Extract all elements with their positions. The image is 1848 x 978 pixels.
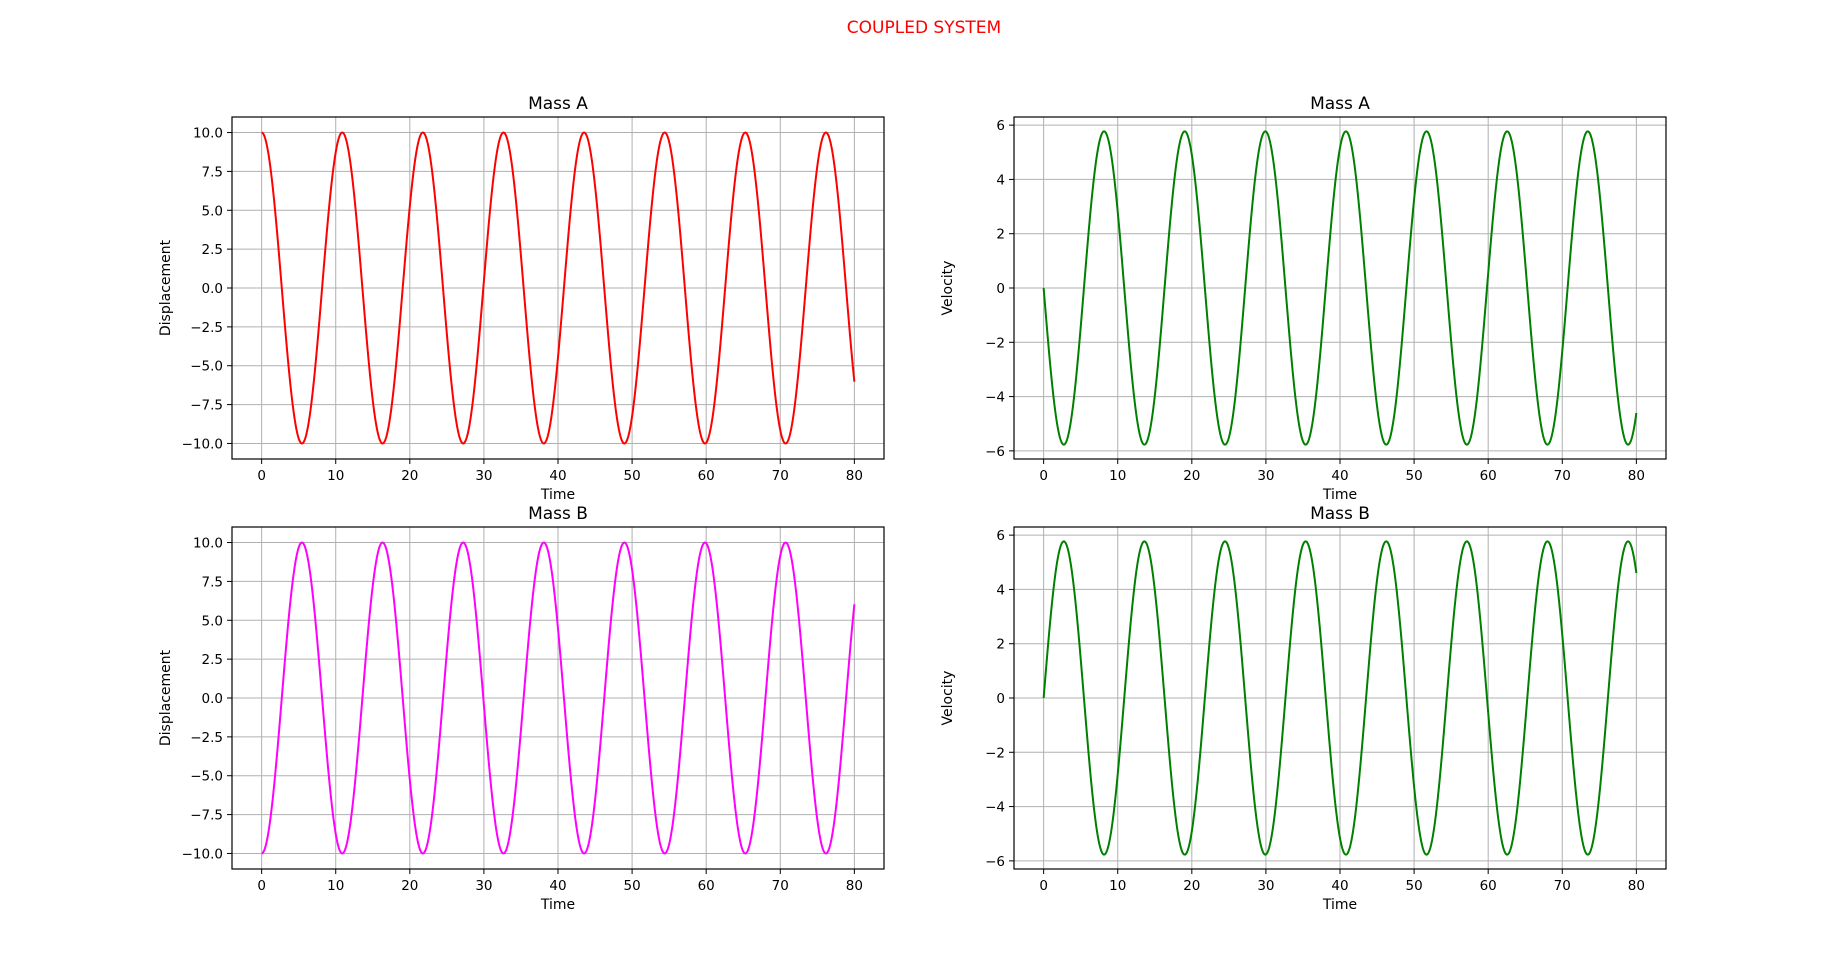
y-tick-label: −2 (985, 335, 1005, 351)
x-axis-label: Time (540, 897, 575, 913)
x-tick-label: 80 (1628, 468, 1645, 484)
series-line-1 (261, 541, 856, 855)
series-line-1 (1042, 130, 1638, 446)
y-tick-label: −4 (985, 800, 1005, 816)
x-tick-label: 70 (772, 468, 789, 484)
x-tick-label: 10 (1109, 468, 1126, 484)
y-tick-label: 6 (996, 118, 1005, 134)
subplot-title: Mass B (528, 504, 588, 524)
x-tick-label: 50 (623, 468, 640, 484)
x-tick-label: 20 (401, 468, 418, 484)
y-tick-label: 5.0 (202, 613, 223, 629)
y-tick-label: −7.5 (190, 398, 223, 414)
x-tick-label: 80 (1628, 878, 1645, 894)
x-tick-label: 80 (846, 468, 863, 484)
x-tick-label: 40 (1331, 878, 1348, 894)
y-tick-label: 2.5 (202, 242, 223, 258)
y-tick-label: 0 (996, 691, 1005, 707)
x-tick-label: 60 (1480, 878, 1497, 894)
y-tick-label: 7.5 (202, 574, 223, 590)
x-tick-label: 10 (327, 468, 344, 484)
y-tick-label: 6 (996, 528, 1005, 544)
y-tick-label: −4 (985, 390, 1005, 406)
x-axis-label: Time (1322, 487, 1357, 503)
x-tick-label: 0 (257, 878, 266, 894)
y-tick-label: −6 (985, 854, 1005, 870)
x-axis-label: Time (540, 487, 575, 503)
y-tick-label: −10.0 (182, 436, 223, 452)
x-tick-label: 0 (257, 468, 266, 484)
y-tick-label: −5.0 (190, 769, 223, 785)
x-tick-label: 10 (327, 878, 344, 894)
y-tick-label: 2 (996, 227, 1005, 243)
subplot-title: Mass B (1310, 504, 1370, 524)
x-tick-label: 20 (1183, 468, 1200, 484)
y-axis-label: Displacement (158, 649, 174, 746)
y-tick-label: −6 (985, 444, 1005, 460)
x-tick-label: 40 (549, 878, 566, 894)
x-axis-label: Time (1322, 897, 1357, 913)
y-tick-label: 5.0 (202, 203, 223, 219)
y-tick-label: 0.0 (202, 281, 223, 297)
subplot-1: 0 10 20 30 40 50 60 70 80 −10.0 −7.5 −5.0 −2.5 0.0 2.5… (158, 94, 885, 503)
x-tick-label: 70 (1554, 878, 1571, 894)
x-tick-label: 60 (698, 468, 715, 484)
x-tick-label: 30 (1257, 468, 1274, 484)
y-tick-label: −7.5 (190, 808, 223, 824)
y-tick-label: 10.0 (193, 126, 223, 142)
subplot-3: 0 10 20 30 40 50 60 70 80 −10.0 −7.5 −5.0 −2.5 0.0 2.5… (158, 504, 885, 913)
series-line-1 (1042, 540, 1638, 856)
x-tick-label: 40 (549, 468, 566, 484)
x-tick-label: 0 (1039, 878, 1048, 894)
x-tick-label: 20 (1183, 878, 1200, 894)
x-tick-label: 30 (475, 878, 492, 894)
y-tick-label: −2.5 (190, 320, 223, 336)
x-tick-label: 0 (1039, 468, 1048, 484)
y-tick-label: 7.5 (202, 164, 223, 180)
x-tick-label: 30 (1257, 878, 1274, 894)
subplot-2: 0 10 20 30 40 50 60 70 80 −6 −4 −2 0 2 4 6 Mass A Time Vel… (940, 94, 1667, 503)
x-tick-label: 60 (698, 878, 715, 894)
subplots: 0 10 20 30 40 50 60 70 80−10.0−7.5−5.0−2.50.02.5… (158, 94, 1667, 913)
x-tick-label: 50 (623, 878, 640, 894)
x-tick-label: 40 (1331, 468, 1348, 484)
y-tick-label: 4 (996, 582, 1005, 598)
x-tick-label: 50 (1405, 878, 1422, 894)
subplot-4: 0 10 20 30 40 50 60 70 80 −6 −4 −2 0 2 4 6 Mass B Time Vel… (940, 504, 1667, 913)
y-axis-label: Velocity (940, 671, 956, 726)
x-tick-label: 70 (1554, 468, 1571, 484)
y-tick-label: 4 (996, 172, 1005, 188)
x-tick-label: 20 (401, 878, 418, 894)
figure-suptitle: COUPLED SYSTEM (847, 18, 1001, 38)
y-tick-label: −2 (985, 745, 1005, 761)
y-axis-label: Displacement (158, 239, 174, 336)
y-tick-label: −10.0 (182, 846, 223, 862)
series-line-1 (261, 131, 856, 445)
x-tick-label: 80 (846, 878, 863, 894)
x-tick-label: 50 (1405, 468, 1422, 484)
y-tick-label: 2.5 (202, 652, 223, 668)
y-tick-label: −2.5 (190, 730, 223, 746)
y-tick-label: 0.0 (202, 691, 223, 707)
x-tick-label: 60 (1480, 468, 1497, 484)
subplot-title: Mass A (528, 94, 588, 114)
x-tick-label: 30 (475, 468, 492, 484)
y-tick-label: 10.0 (193, 536, 223, 552)
y-tick-label: 2 (996, 637, 1005, 653)
y-axis-label: Velocity (940, 261, 956, 316)
y-tick-label: 0 (996, 281, 1005, 297)
y-tick-label: −5.0 (190, 359, 223, 375)
x-tick-label: 10 (1109, 878, 1126, 894)
subplot-title: Mass A (1310, 94, 1370, 114)
x-tick-label: 70 (772, 878, 789, 894)
